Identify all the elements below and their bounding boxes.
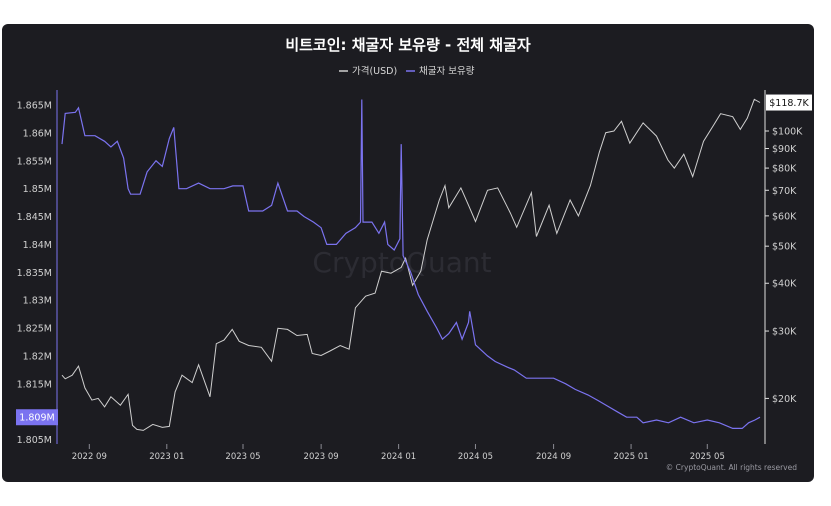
right-tick-label: $40K bbox=[772, 279, 797, 290]
right-badge-label: $118.7K bbox=[769, 98, 809, 109]
x-tick-label: 2025 01 bbox=[613, 452, 648, 462]
chart-title: 비트코인: 채굴자 보유량 - 전체 채굴자 bbox=[285, 36, 531, 54]
right-tick-label: $60K bbox=[772, 211, 797, 222]
right-tick-label: $70K bbox=[772, 186, 797, 197]
left-badge-label: 1.809M bbox=[19, 413, 54, 424]
x-tick-label: 2024 01 bbox=[381, 452, 416, 462]
left-tick-label: 1.85M bbox=[23, 184, 52, 195]
right-badge-bg bbox=[766, 94, 812, 111]
legend: 가격(USD) 채굴자 보유량 bbox=[339, 65, 475, 77]
left-tick-label: 1.84M bbox=[23, 240, 52, 251]
legend-reserve-label[interactable]: 채굴자 보유량 bbox=[419, 65, 475, 77]
x-tick-label: 2023 01 bbox=[149, 452, 184, 462]
right-tick-label: $20K bbox=[772, 394, 797, 405]
x-tick-label: 2022 09 bbox=[72, 452, 107, 462]
left-tick-label: 1.865M bbox=[17, 101, 52, 112]
right-last-value-badge: $118.7K bbox=[766, 94, 812, 111]
right-tick-label: $30K bbox=[772, 327, 797, 338]
right-tick-label: $80K bbox=[772, 164, 797, 175]
x-tick-label: 2025 05 bbox=[690, 452, 725, 462]
left-badge-bg bbox=[16, 409, 58, 426]
x-tick-label: 2024 09 bbox=[536, 452, 571, 462]
chart-card: 비트코인: 채굴자 보유량 - 전체 채굴자 가격(USD) 채굴자 보유량 C… bbox=[2, 24, 814, 482]
right-tick-label: $50K bbox=[772, 242, 797, 253]
left-tick-label: 1.825M bbox=[17, 324, 52, 335]
reserve-series-line bbox=[61, 99, 761, 429]
left-tick-label: 1.83M bbox=[23, 296, 52, 307]
x-axis-ticks: 2022 09 2023 01 2023 05 2023 09 2024 01 2024 … bbox=[72, 444, 725, 462]
left-tick-label: 1.82M bbox=[23, 351, 52, 362]
x-tick-label: 2024 05 bbox=[458, 452, 493, 462]
right-tick-label: $90K bbox=[772, 144, 797, 155]
chart-svg: 비트코인: 채굴자 보유량 - 전체 채굴자 가격(USD) 채굴자 보유량 C… bbox=[16, 36, 812, 472]
left-tick-label: 1.86M bbox=[23, 128, 52, 139]
x-tick-label: 2023 09 bbox=[304, 452, 339, 462]
x-tick-label: 2023 05 bbox=[225, 452, 260, 462]
price-series-line bbox=[61, 98, 761, 431]
right-axis-ticks: $100K $90K $80K $70K $60K $50K $40K $30K $20K bbox=[765, 127, 803, 405]
left-tick-label: 1.855M bbox=[17, 156, 52, 167]
left-tick-label: 1.845M bbox=[17, 212, 52, 223]
left-last-value-badge: 1.809M bbox=[16, 409, 58, 426]
right-tick-label: $100K bbox=[772, 127, 803, 138]
copyright-note: © CryptoQuant. All rights reserved bbox=[666, 463, 797, 472]
left-tick-label: 1.815M bbox=[17, 379, 52, 390]
left-axis-ticks: 1.865M 1.86M 1.855M 1.85M 1.845M 1.84M 1.835M 1… bbox=[17, 101, 52, 446]
left-tick-label: 1.835M bbox=[17, 268, 52, 279]
watermark: CryptoQuant bbox=[312, 246, 491, 279]
left-tick-label: 1.805M bbox=[17, 435, 52, 446]
legend-price-label[interactable]: 가격(USD) bbox=[352, 65, 397, 77]
